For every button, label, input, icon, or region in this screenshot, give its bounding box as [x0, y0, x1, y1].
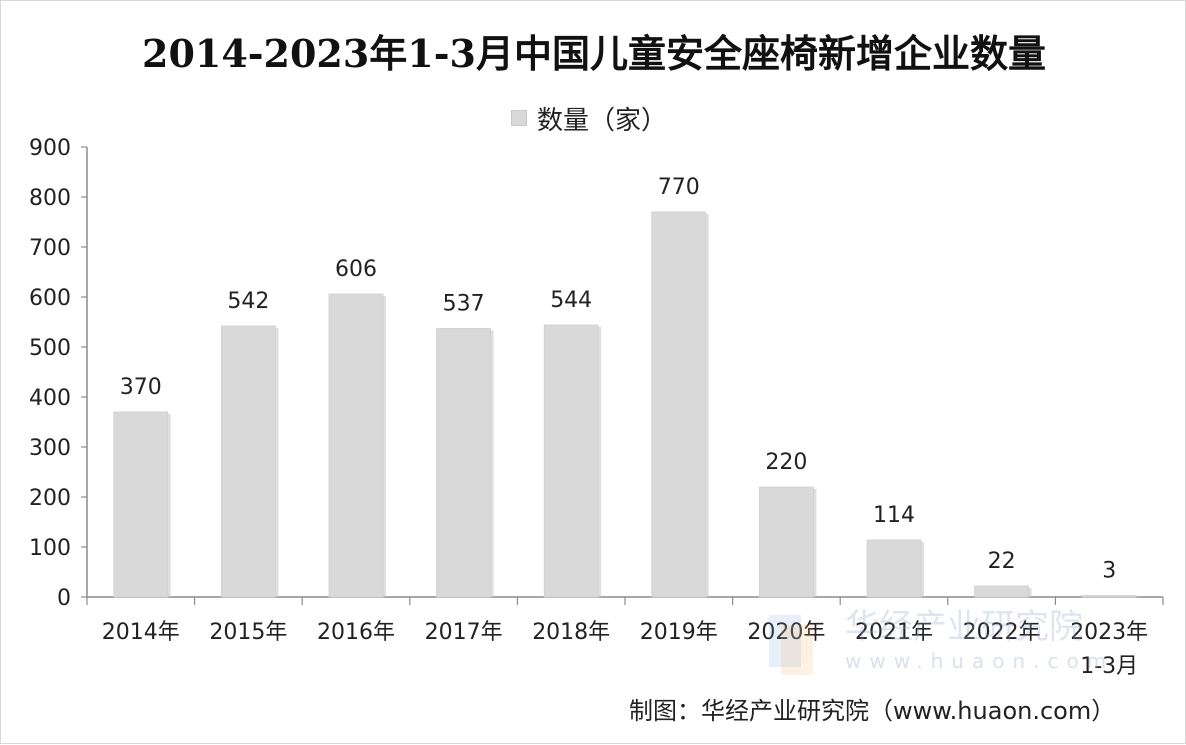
x-tick-label: 2020年 [747, 620, 825, 645]
data-label: 114 [873, 503, 915, 528]
data-label: 544 [550, 288, 592, 313]
data-label: 22 [988, 549, 1016, 574]
bar [866, 539, 922, 598]
y-tick-label: 600 [29, 286, 71, 311]
y-tick-label: 0 [57, 586, 71, 611]
bar [436, 328, 492, 598]
data-label: 537 [443, 292, 485, 317]
data-label: 770 [658, 175, 700, 200]
x-tick-label: 2014年 [102, 620, 180, 645]
x-tick-label: 2017年 [425, 620, 503, 645]
y-tick-label: 800 [29, 186, 71, 211]
x-tick-label: 2015年 [209, 620, 287, 645]
data-label: 542 [227, 289, 269, 314]
bar [759, 486, 814, 598]
bar [1081, 595, 1137, 598]
legend-label: 数量（家） [537, 105, 668, 136]
x-tick-label: 2018年 [532, 620, 610, 645]
bar [220, 325, 276, 598]
y-tick-label: 100 [29, 536, 71, 561]
data-label: 220 [765, 450, 807, 475]
y-tick-label: 900 [29, 136, 71, 161]
data-label: 606 [335, 257, 377, 282]
legend-swatch [511, 110, 527, 126]
x-tick-label: 2021年 [855, 620, 933, 645]
y-tick-label: 700 [29, 236, 71, 261]
x-tick-label: 2023年 [1070, 620, 1148, 645]
data-label: 3 [1102, 559, 1116, 584]
x-tick-label: 2022年 [963, 620, 1041, 645]
bar [328, 293, 384, 598]
x-tick-label: 2016年 [317, 620, 395, 645]
chart-legend: 数量（家） [511, 101, 668, 136]
y-tick-label: 400 [29, 386, 71, 411]
bar [113, 411, 169, 598]
y-tick-label: 200 [29, 486, 71, 511]
x-tick-label: 2019年 [640, 620, 718, 645]
bar [651, 211, 707, 598]
x-tick-label: 1-3月 [1080, 654, 1138, 679]
bar [543, 324, 599, 598]
bar [974, 585, 1029, 598]
chart-title: 2014-2023年1-3月中国儿童安全座椅新增企业数量 [142, 31, 1046, 76]
y-tick-label: 500 [29, 336, 71, 361]
y-tick-label: 300 [29, 436, 71, 461]
data-label: 370 [120, 375, 162, 400]
source-note: 制图：华经产业研究院（www.huaon.com） [629, 697, 1116, 725]
